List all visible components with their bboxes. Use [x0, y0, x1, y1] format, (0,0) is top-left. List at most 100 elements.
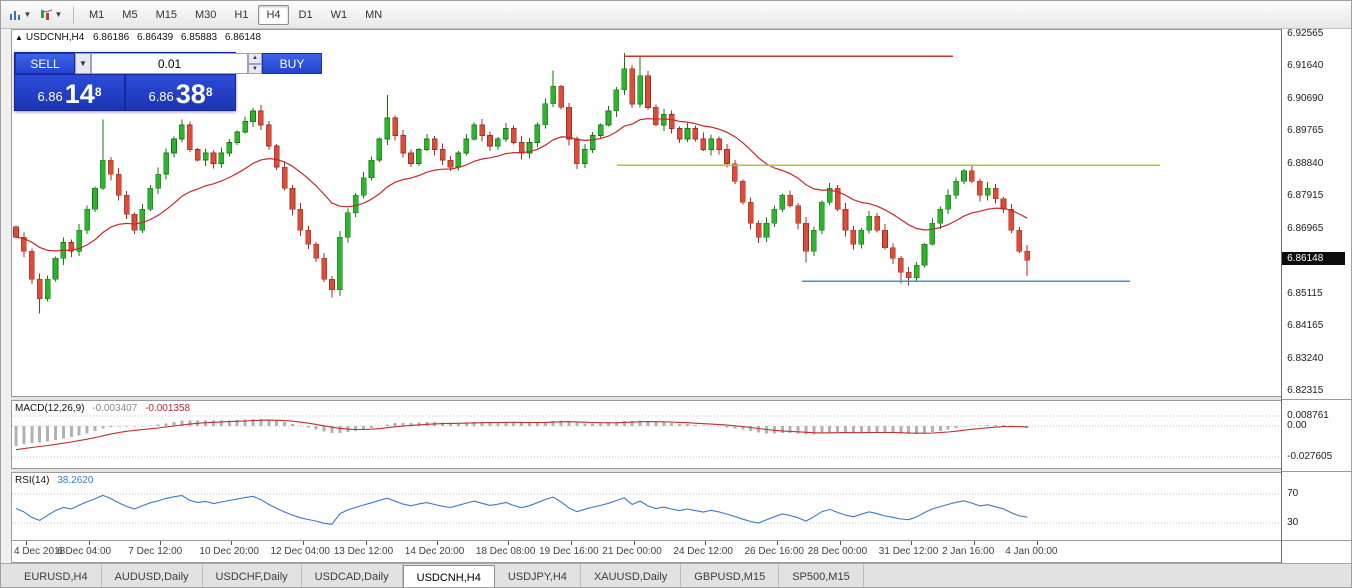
chart-profiles-button[interactable]: ▼ [36, 4, 66, 26]
sell-price-pips: 14 [64, 79, 95, 109]
time-tick [776, 541, 778, 545]
macd-axis-label: -0.027605 [1287, 451, 1333, 462]
price-axis-label: 6.82315 [1287, 384, 1324, 396]
time-axis-label: 21 Dec 00:00 [602, 546, 662, 557]
buy-price-base: 6.86 [148, 89, 174, 104]
ohlc-low: 6.85883 [180, 32, 218, 43]
chart-tab-usdchf-daily[interactable]: USDCHF,Daily [203, 564, 302, 587]
time-axis[interactable]: 4 Dec 2018 6 Dec 04:00 7 Dec 12:00 10 Dec 2… [11, 541, 1282, 563]
buy-price-pips: 38 [175, 79, 206, 109]
chart-tab-audusd-daily[interactable]: AUDUSD,Daily [102, 564, 203, 587]
chart-tab-sp500-m15[interactable]: SP500,M15 [779, 564, 864, 587]
panel-splitter[interactable] [11, 469, 1282, 472]
timeframe-button-m1[interactable]: M1 [89, 8, 105, 21]
lot-size-input[interactable] [91, 53, 248, 74]
time-tick [910, 541, 912, 545]
time-axis-label: 7 Dec 12:00 [128, 546, 183, 557]
time-axis-label: 10 Dec 20:00 [199, 546, 259, 557]
chart-tab-eurusd-h4[interactable]: EURUSD,H4 [11, 564, 102, 587]
timeframe-button-m30[interactable]: M30 [194, 8, 217, 21]
price-axis-label: 6.84165 [1287, 320, 1324, 332]
time-axis-label: 24 Dec 12:00 [673, 546, 733, 557]
toolbar: ▼ ▼ M1 M5 M15 M30 H1 H4 D1 W1 MN [1, 1, 1351, 29]
time-tick [26, 541, 27, 545]
lot-dropdown-button[interactable]: ▼ [75, 53, 91, 74]
time-axis-label: 4 Jan 00:00 [1005, 546, 1058, 557]
buy-quote-button[interactable]: 6.86 38 8 [126, 75, 235, 110]
rsi-axis[interactable]: 70 30 [1282, 472, 1351, 541]
rsi-panel[interactable]: RSI(14) 38.2620 [11, 472, 1282, 541]
macd-axis-label: 0.008761 [1287, 410, 1329, 422]
rsi-value: 38.2620 [57, 475, 94, 486]
time-axis-label: 31 Dec 12:00 [878, 546, 939, 557]
price-axis-column[interactable]: 6.92565 6.91640 6.90690 6.89765 6.88840 6.879… [1281, 28, 1351, 563]
chevron-down-icon: ▼ [54, 10, 63, 19]
chart-content: ▲ USDCNH,H4 6.86186 6.86439 6.85883 6.861… [1, 28, 1351, 563]
time-tick [89, 541, 91, 545]
buy-button[interactable]: BUY [262, 53, 322, 74]
time-tick [974, 541, 975, 545]
timeframe-button-h1[interactable]: H1 [234, 8, 249, 21]
time-tick [571, 541, 573, 545]
timeframe-button-d1[interactable]: D1 [298, 8, 313, 21]
buy-price-point: 8 [205, 85, 213, 99]
timeframe-button-m15[interactable]: M15 [155, 8, 177, 21]
chart-tab-usdcnh-h4[interactable]: USDCNH,H4 [402, 565, 495, 587]
time-tick [507, 541, 509, 545]
new-chart-button[interactable]: ▼ [5, 4, 35, 26]
rsi-axis-label: 70 [1287, 488, 1299, 499]
price-axis-label: 6.89765 [1287, 125, 1324, 137]
price-axis-label: 6.90690 [1287, 92, 1324, 104]
sell-price-point: 8 [94, 85, 102, 99]
macd-main-value: -0.003407 [92, 403, 138, 414]
time-tick [839, 541, 841, 545]
symbol-ohlc-title: ▲ USDCNH,H4 6.86186 6.86439 6.85883 6.861… [15, 32, 262, 43]
chart-tab-usdcad-daily[interactable]: USDCAD,Daily [302, 564, 403, 587]
macd-title: MACD(12,26,9) -0.003407 -0.001358 [15, 403, 191, 414]
macd-axis[interactable]: 0.008761 0.00 -0.027605 [1282, 400, 1351, 472]
time-axis-label: 6 Dec 04:00 [57, 546, 112, 557]
chart-tab-xauusd-daily[interactable]: XAUUSD,Daily [581, 564, 682, 587]
time-tick [705, 541, 707, 545]
time-tick [436, 541, 438, 545]
macd-panel[interactable]: MACD(12,26,9) -0.003407 -0.001358 [11, 400, 1282, 469]
timeframe-button-mn[interactable]: MN [365, 8, 383, 21]
chart-panels-column: ▲ USDCNH,H4 6.86186 6.86439 6.85883 6.861… [1, 29, 1282, 563]
chart-tab-gbpusd-m15[interactable]: GBPUSD,M15 [681, 564, 780, 587]
lot-increase-button[interactable]: ▲ [248, 53, 262, 64]
price-axis[interactable]: 6.92565 6.91640 6.90690 6.89765 6.88840 6.879… [1282, 28, 1351, 400]
chart-tab-usdjpy-h4[interactable]: USDJPY,H4 [495, 564, 581, 587]
current-price-badge: 6.86148 [1282, 252, 1345, 265]
sell-quote-button[interactable]: 6.86 14 8 [15, 75, 124, 110]
price-chart-canvas[interactable] [12, 30, 1282, 396]
sell-button[interactable]: SELL [15, 53, 75, 74]
time-tick [231, 541, 233, 545]
chart-menu-icon [40, 9, 52, 20]
timeframe-button-h4[interactable]: H4 [258, 4, 289, 25]
ohlc-close: 6.86148 [224, 32, 262, 43]
time-axis-label: 14 Dec 20:00 [404, 546, 465, 557]
one-click-trading-panel: SELL ▼ ▲ ▼ BUY 6.86 14 8 [14, 52, 322, 111]
panel-splitter[interactable] [11, 397, 1282, 400]
chart-tab-bar: EURUSD,H4 AUDUSD,Daily USDCHF,Daily USDCAD,… [1, 563, 1351, 587]
price-axis-label: 6.88840 [1287, 157, 1324, 169]
price-axis-label: 6.85115 [1287, 287, 1323, 299]
price-axis-label: 6.92565 [1287, 28, 1324, 39]
time-axis-label: 18 Dec 08:00 [475, 546, 536, 557]
macd-axis-label: 0.00 [1287, 420, 1307, 431]
time-axis-label: 26 Dec 16:00 [744, 546, 805, 557]
timeframe-button-w1[interactable]: W1 [330, 8, 348, 21]
axis-corner [1282, 541, 1351, 563]
symbol-marker-icon: ▲ [15, 33, 23, 42]
ohlc-open: 6.86186 [93, 32, 130, 43]
price-axis-label: 6.87915 [1287, 190, 1324, 202]
chevron-down-icon: ▼ [23, 10, 32, 19]
price-chart-panel[interactable]: ▲ USDCNH,H4 6.86186 6.86439 6.85883 6.861… [11, 29, 1282, 397]
timeframe-button-m5[interactable]: M5 [122, 8, 138, 21]
time-axis-label: 2 Jan 16:00 [942, 546, 995, 557]
rsi-canvas[interactable] [12, 473, 1282, 540]
price-axis-label: 6.86965 [1287, 222, 1324, 234]
macd-canvas[interactable] [12, 401, 1282, 468]
time-axis-label: 19 Dec 16:00 [539, 546, 599, 557]
lot-decrease-button[interactable]: ▼ [248, 63, 262, 74]
